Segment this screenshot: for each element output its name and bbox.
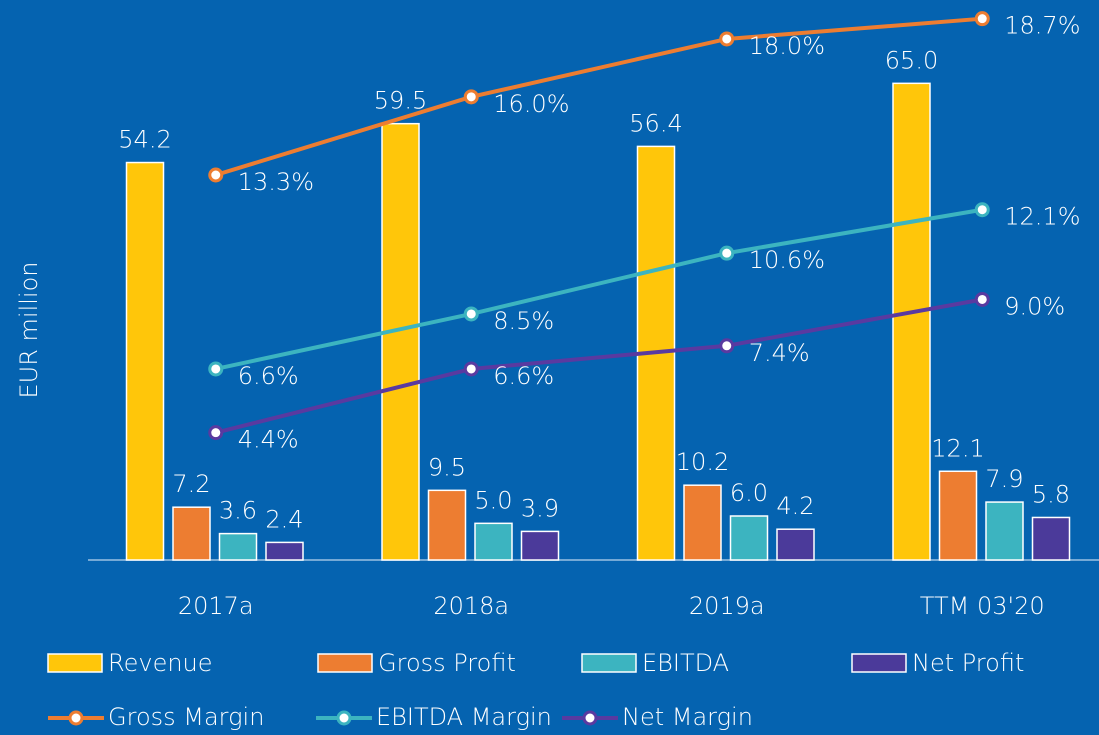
bar	[892, 82, 931, 561]
line-label: 12.1%	[1004, 203, 1080, 231]
bar	[381, 122, 420, 561]
bar	[265, 541, 304, 561]
bar-label: 7.2	[172, 470, 210, 498]
bar	[985, 501, 1024, 561]
line-marker	[719, 245, 735, 261]
legend-label: Net Profit	[912, 649, 1024, 677]
bar-label: 65.0	[885, 46, 938, 74]
line-label: 7.4%	[749, 339, 810, 367]
bar-label: 10.2	[676, 448, 729, 476]
legend-swatch	[851, 653, 907, 673]
legend-label: Revenue	[108, 649, 213, 677]
legend-marker	[336, 710, 352, 726]
x-tick-label: 2019a	[689, 592, 765, 620]
bar	[520, 530, 560, 561]
legend-label: EBITDA	[642, 649, 729, 677]
x-tick-label: 2017a	[178, 592, 254, 620]
bar	[938, 470, 978, 561]
legend-swatch	[47, 653, 103, 673]
bar-label: 12.1	[931, 434, 984, 462]
line-marker	[208, 361, 224, 377]
legend-label: Net Margin	[622, 703, 753, 731]
bar-label: 7.9	[985, 465, 1023, 493]
line-label: 16.0%	[493, 90, 569, 118]
line	[215, 16, 983, 177]
legend-swatch	[581, 653, 637, 673]
line-marker	[463, 89, 479, 105]
bar	[683, 484, 722, 561]
bar	[427, 489, 467, 561]
line-label: 18.7%	[1004, 12, 1080, 40]
line-label: 6.6%	[493, 362, 554, 390]
legend-label: Gross Profit	[378, 649, 516, 677]
line-label: 4.4%	[238, 426, 299, 454]
bar-label: 9.5	[428, 453, 466, 481]
bar-label: 2.4	[265, 505, 303, 533]
bar-label: 4.2	[776, 492, 814, 520]
bar	[172, 506, 211, 561]
line-marker	[974, 11, 990, 27]
line-marker	[463, 306, 479, 322]
line-marker	[208, 167, 224, 183]
line-label: 13.3%	[238, 168, 314, 196]
line-marker	[719, 31, 735, 47]
legend-label: Gross Margin	[108, 703, 264, 731]
bar-label: 3.6	[219, 497, 257, 525]
legend-swatch	[317, 653, 373, 673]
line-label: 9.0%	[1004, 292, 1065, 320]
bar	[218, 532, 258, 561]
bar-label: 59.5	[374, 87, 427, 115]
bar-label: 54.2	[118, 126, 171, 154]
bar	[1031, 516, 1071, 561]
line-label: 10.6%	[749, 246, 825, 274]
bar-label: 6.0	[730, 479, 768, 507]
bar-label: 5.0	[474, 486, 512, 514]
x-tick-label: 2018a	[433, 592, 509, 620]
line-marker	[463, 361, 479, 377]
bar-label: 3.9	[521, 494, 559, 522]
line-marker	[208, 425, 224, 441]
line-marker	[719, 338, 735, 354]
bar	[125, 161, 165, 561]
line-label: 6.6%	[238, 362, 299, 390]
bar	[474, 522, 513, 561]
line-marker	[974, 202, 990, 218]
bar	[776, 528, 815, 561]
line-marker	[974, 291, 990, 307]
line-label: 18.0%	[749, 32, 825, 60]
legend-marker	[68, 710, 84, 726]
bar	[729, 515, 769, 561]
x-tick-label: TTM 03'20	[920, 592, 1045, 620]
legend-label: EBITDA Margin	[376, 703, 552, 731]
line-label: 8.5%	[493, 307, 554, 335]
line	[215, 207, 983, 371]
legend-marker	[582, 710, 598, 726]
line	[215, 297, 983, 435]
y-axis-label: EUR million	[15, 262, 43, 399]
bar-label: 56.4	[629, 109, 682, 137]
bar-label: 5.8	[1032, 480, 1070, 508]
